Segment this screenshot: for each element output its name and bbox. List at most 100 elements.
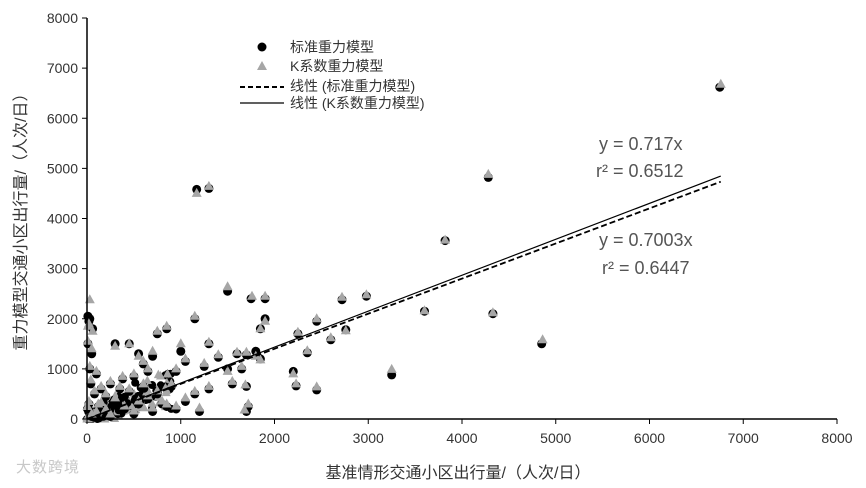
scatter-point-k xyxy=(124,338,135,348)
scatter-point-k xyxy=(82,335,93,345)
scatter-point-k xyxy=(241,346,252,356)
x-tick-label: 2000 xyxy=(259,430,290,446)
legend-label-standard: 标准重力模型 xyxy=(290,39,374,55)
scatter-point-standard xyxy=(176,346,186,356)
scatter-point-k xyxy=(239,404,250,414)
scatter-point-k xyxy=(203,180,214,190)
scatter-point-k xyxy=(199,357,210,367)
scatter-point-k xyxy=(180,392,191,402)
scatter-point-k xyxy=(110,392,121,402)
scatter-point-k xyxy=(114,380,125,390)
scatter-point-k xyxy=(142,363,153,373)
scatter-point-k xyxy=(715,78,726,88)
scatter-point-k xyxy=(440,234,451,244)
scatter-point-k xyxy=(110,340,121,350)
x-tick-label: 1000 xyxy=(165,430,196,446)
legend-label-linear-standard: 线性 (标准重力模型) xyxy=(290,78,415,94)
scatter-point-k xyxy=(87,325,98,335)
scatter-point-cluster xyxy=(163,368,173,378)
scatter-point-k xyxy=(194,402,205,412)
equation-standard: y = 0.7003x xyxy=(599,230,693,250)
x-tick-label: 6000 xyxy=(634,430,665,446)
scatter-point-k xyxy=(232,346,242,356)
scatter-point-k xyxy=(175,338,186,348)
equation-k: y = 0.717x xyxy=(599,134,683,154)
x-tick-label: 8000 xyxy=(821,430,852,446)
scatter-point-k xyxy=(133,350,144,360)
y-tick-label: 1000 xyxy=(47,361,78,377)
scatter-point-k xyxy=(325,332,336,342)
scatter-point-k xyxy=(86,408,97,418)
scatter-point-cluster xyxy=(155,371,165,380)
trendlines xyxy=(86,175,722,420)
watermark: 大数跨境 xyxy=(16,458,81,476)
x-axis-label: 基准情形交通小区出行量/（人次/日） xyxy=(326,464,591,482)
scatter-point-k xyxy=(191,187,202,197)
x-tick-label: 3000 xyxy=(353,430,384,446)
scatter-point-k xyxy=(152,325,163,335)
y-axis-label: 重力模型交通小区出行量/（人次/日） xyxy=(12,86,30,351)
y-tick-label: 6000 xyxy=(47,110,78,126)
scatter-point-k xyxy=(86,343,97,353)
scatter-point-k xyxy=(419,305,430,315)
scatter-point-k xyxy=(124,383,135,393)
scatter-point-k xyxy=(222,365,233,375)
scatter-point-k xyxy=(157,395,167,405)
legend-label-k: K系数重力模型 xyxy=(290,58,383,74)
y-tick-label: 5000 xyxy=(47,160,78,176)
scatter-point-k xyxy=(85,374,96,384)
scatter-point-k xyxy=(361,289,372,299)
scatter-point-k xyxy=(100,388,111,398)
scatter-point-k xyxy=(96,380,107,390)
x-tick-label: 0 xyxy=(83,430,91,446)
scatter-point-cluster xyxy=(147,398,157,407)
scatter-point-k xyxy=(128,405,139,415)
scatter-point-k xyxy=(171,363,182,373)
scatter-point-k xyxy=(386,363,397,373)
scatter-point-k xyxy=(337,291,347,301)
trendline-standard xyxy=(86,180,722,420)
scatter-point-k xyxy=(537,334,548,344)
scatter-point-k xyxy=(255,323,266,333)
scatter-point-k xyxy=(189,385,200,395)
scatter-point-k xyxy=(243,398,254,408)
scatter-point-k xyxy=(288,368,299,378)
y-tick-label: 7000 xyxy=(47,60,78,76)
x-tick-label: 4000 xyxy=(446,430,477,446)
scatter-point-k xyxy=(180,353,191,363)
scatter-point-k xyxy=(161,320,172,330)
scatter-point-k xyxy=(222,281,233,291)
scatter-point-k xyxy=(138,355,149,365)
scatter-point-k xyxy=(89,385,100,395)
scatter-point-k xyxy=(340,325,351,335)
scatter-point-k xyxy=(311,313,322,323)
y-tick-label: 2000 xyxy=(47,311,78,327)
scatter-point-k xyxy=(203,336,214,346)
scatter-point-k xyxy=(247,290,257,300)
scatter-point-k xyxy=(483,168,494,178)
r2-k: r² = 0.6512 xyxy=(596,161,684,181)
scatter-point-k xyxy=(302,345,313,355)
scatter-point-k xyxy=(128,368,139,378)
trendline-annotations: y = 0.717x r² = 0.6512 y = 0.7003x r² = … xyxy=(596,134,693,278)
scatter-point-k xyxy=(93,398,104,408)
trendline-k xyxy=(86,175,721,420)
legend-marker-standard xyxy=(257,42,267,52)
scatter-point-k xyxy=(260,290,271,300)
scatter-point-k xyxy=(105,408,116,418)
scatter-point-k xyxy=(147,402,158,412)
y-tick-label: 0 xyxy=(70,411,78,427)
scatter-point-k xyxy=(147,345,158,355)
scatter-point-k xyxy=(255,354,266,364)
x-tick-label: 7000 xyxy=(728,430,759,446)
scatter-point-k xyxy=(292,326,303,336)
scatter-point-k xyxy=(311,381,322,391)
scatter-point-k xyxy=(260,315,271,325)
scatter-point-k xyxy=(161,398,172,408)
scatter-point-k xyxy=(227,375,238,385)
scatter-point-k xyxy=(487,307,498,317)
chart-marks xyxy=(82,78,726,423)
scatter-point-k xyxy=(203,380,214,390)
r2-standard: r² = 0.6447 xyxy=(602,258,690,278)
